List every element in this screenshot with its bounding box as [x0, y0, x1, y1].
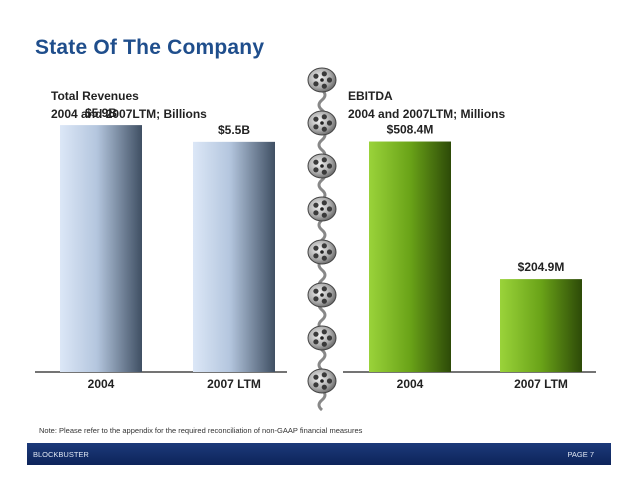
revenue-value-label-1: $5.5B: [218, 123, 250, 137]
ebitda-bar-1: [500, 279, 582, 372]
film-reel-icon: [307, 67, 337, 93]
film-reel-icon: [307, 110, 337, 136]
film-reel-icon: [307, 368, 337, 394]
film-reel-icon: [307, 153, 337, 179]
ebitda-chart-title: EBITDA: [348, 89, 393, 103]
revenue-bar-1: [193, 141, 275, 372]
footnote: Note: Please refer to the appendix for t…: [39, 426, 363, 435]
ebitda-category-label-0: 2004: [397, 377, 424, 391]
revenue-category-label-0: 2004: [88, 377, 115, 391]
film-reel-icon: [307, 239, 337, 265]
film-reel-icon: [307, 196, 337, 222]
footer-bar: BLOCKBUSTER PAGE 7: [27, 443, 611, 465]
revenue-bar-0: [60, 125, 142, 372]
film-reel-icon: [307, 325, 337, 351]
ebitda-category-label-1: 2007 LTM: [514, 377, 568, 391]
ebitda-chart-subtitle: 2004 and 2007LTM; Millions: [348, 107, 506, 121]
revenue-value-label-0: $5.9B: [85, 106, 117, 120]
revenue-chart-subtitle: 2004 and 2007LTM; Billions: [51, 107, 207, 121]
film-reel-divider: [307, 67, 337, 412]
ebitda-chart-heading: EBITDA 2004 and 2007LTM; Millions: [348, 87, 505, 123]
footer-page-number: PAGE 7: [567, 450, 594, 459]
footer-company: BLOCKBUSTER: [33, 450, 89, 459]
revenue-chart: $5.9B 2004 $5.5B 2007 LTM: [35, 106, 287, 391]
ebitda-chart: $508.4M 2004 $204.9M 2007 LTM: [343, 123, 596, 391]
revenue-chart-title: Total Revenues: [51, 89, 139, 103]
page-title: State Of The Company: [35, 36, 265, 59]
ebitda-value-label-0: $508.4M: [387, 123, 434, 137]
revenue-chart-heading: Total Revenues 2004 and 2007LTM; Billion…: [51, 87, 207, 123]
revenue-category-label-1: 2007 LTM: [207, 377, 261, 391]
ebitda-value-label-1: $204.9M: [518, 260, 565, 274]
ebitda-bar-0: [369, 141, 451, 372]
film-reel-icon: [307, 282, 337, 308]
